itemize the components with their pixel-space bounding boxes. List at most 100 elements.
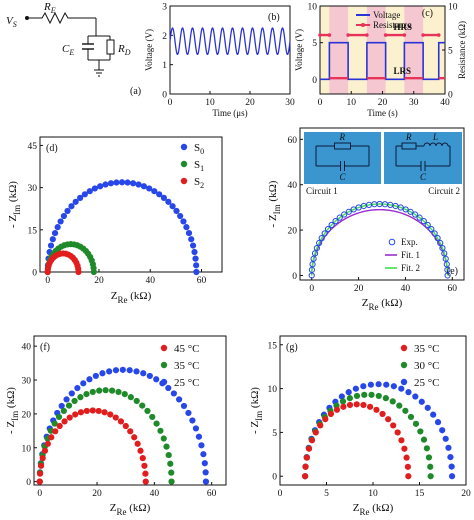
- data-point: [52, 428, 59, 435]
- data-point: [352, 385, 359, 392]
- data-point-s0: [130, 180, 137, 187]
- fit-2-line: [311, 203, 449, 276]
- data-point: [133, 368, 140, 375]
- data-point: [153, 420, 160, 427]
- data-point: [109, 387, 116, 394]
- resistance-point: [383, 33, 388, 37]
- data-point-s0: [57, 218, 64, 225]
- x-tick-label: 0: [168, 98, 173, 108]
- data-point: [424, 404, 431, 411]
- data-point: [398, 437, 405, 444]
- data-point: [327, 410, 335, 418]
- y-axis-label: - ZIm (kΩ): [5, 387, 20, 434]
- x-tick-label: 40: [440, 98, 450, 108]
- x-tick-label: 60: [448, 284, 458, 294]
- data-point: [51, 420, 58, 427]
- data-point: [55, 413, 63, 421]
- exp-data-point: [434, 235, 441, 242]
- data-point: [163, 443, 170, 450]
- x-tick-label: 40: [150, 489, 160, 499]
- y-tick-label: 10: [308, 3, 318, 13]
- exp-data-point: [444, 272, 451, 279]
- shaded-span: [329, 6, 349, 94]
- data-point: [201, 460, 208, 467]
- data-point: [48, 434, 55, 441]
- data-point-s0: [135, 181, 142, 188]
- inset-circuit-2: [384, 132, 462, 184]
- data-point: [126, 367, 133, 374]
- panel-b: 0 10 20 30 0 1 2 3 (b) Time (μs) Voltage (V): [144, 3, 295, 119]
- resistance-point: [436, 33, 441, 37]
- data-point: [447, 454, 454, 461]
- source-terminal: [25, 16, 29, 20]
- data-point: [305, 445, 313, 452]
- data-point: [102, 387, 109, 394]
- data-point-s0: [160, 194, 168, 201]
- x-tick-label: 20: [378, 98, 388, 108]
- data-point-s0: [151, 188, 158, 195]
- data-point-s0: [180, 218, 187, 225]
- panel-label-g: (g): [286, 342, 298, 353]
- data-point: [153, 376, 160, 383]
- data-point: [146, 372, 153, 380]
- data-point: [36, 478, 43, 485]
- data-point: [37, 462, 45, 469]
- annotation-hrs: HRS: [393, 22, 412, 32]
- data-point: [366, 403, 374, 410]
- y-tick-label: 10: [22, 444, 32, 454]
- data-point: [430, 411, 437, 418]
- exp-data-point: [428, 225, 435, 233]
- data-point: [167, 460, 174, 467]
- data-point: [302, 463, 309, 470]
- y-axis-label: Voltage (V): [294, 29, 304, 71]
- data-point: [68, 390, 75, 397]
- y-tick-label: 10: [268, 385, 278, 395]
- data-point: [189, 417, 196, 424]
- data-point: [312, 429, 319, 436]
- data-point: [407, 413, 415, 421]
- data-point: [165, 384, 172, 392]
- x-tick-label: 20: [461, 489, 471, 499]
- resistor-rd: [106, 39, 115, 55]
- data-point: [339, 398, 347, 405]
- data-point-s0: [193, 268, 200, 276]
- data-point: [142, 470, 149, 477]
- plot-frame: [279, 335, 467, 486]
- data-point: [367, 381, 375, 388]
- data-point: [74, 384, 81, 392]
- exp-data-point: [402, 206, 409, 213]
- exp-data-point: [420, 218, 427, 225]
- exp-data-point: [341, 211, 348, 218]
- data-point: [112, 367, 120, 374]
- y2-tick-label: 5: [448, 47, 453, 57]
- data-point: [115, 388, 122, 396]
- data-point: [157, 427, 164, 434]
- data-point-s0: [140, 183, 148, 190]
- exp-data-point: [437, 239, 444, 247]
- y-tick-label: 0: [312, 76, 317, 86]
- data-point: [99, 370, 106, 377]
- plot-frame: [39, 136, 223, 273]
- data-point-s0: [183, 224, 190, 231]
- data-point: [448, 463, 455, 470]
- data-point: [303, 454, 310, 461]
- exp-data-point: [336, 214, 343, 221]
- data-point: [168, 469, 175, 476]
- data-point-s0: [102, 181, 109, 188]
- data-point: [121, 391, 128, 398]
- data-point: [402, 407, 409, 414]
- y2-tick-label: 0: [448, 91, 453, 101]
- data-point: [346, 395, 353, 402]
- data-point: [390, 383, 397, 390]
- legend-label: Fit. 2: [401, 263, 420, 273]
- data-point-s0: [54, 224, 61, 231]
- data-point-s0: [193, 262, 200, 269]
- data-point-s0: [177, 212, 184, 220]
- data-point: [302, 473, 309, 480]
- plot-frame: [33, 335, 227, 486]
- data-point: [149, 413, 156, 421]
- y-axis-label: - ZIm (kΩ): [249, 387, 264, 434]
- data-point: [127, 394, 134, 401]
- rd-label: RD: [117, 43, 131, 57]
- data-point-s0: [60, 212, 68, 220]
